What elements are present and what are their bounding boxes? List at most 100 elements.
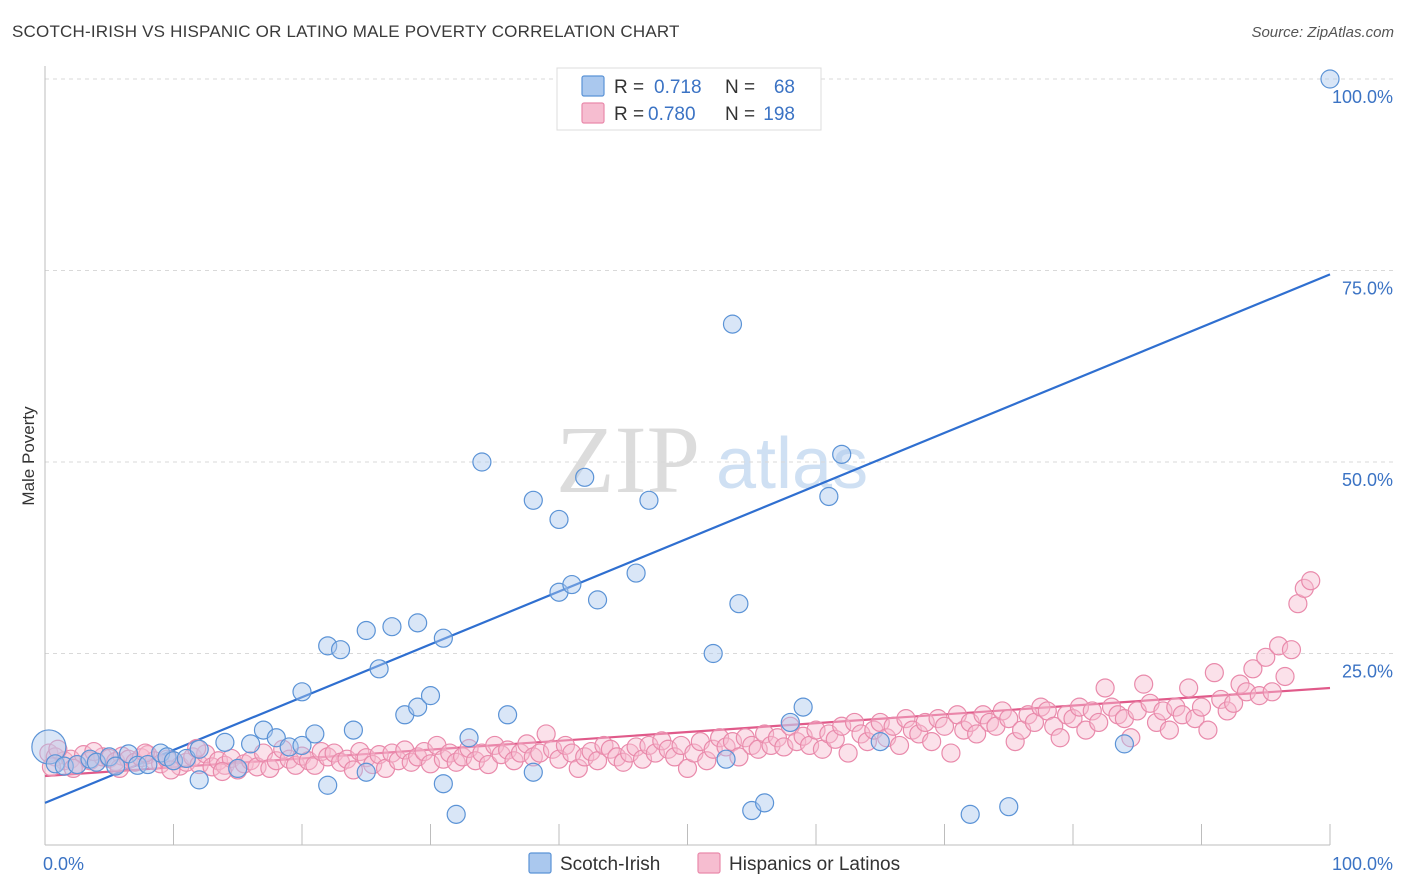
hispanic-point-83 bbox=[575, 747, 595, 767]
scotch-irish-point-67 bbox=[446, 804, 466, 824]
y-tick-label-2: 75.0% bbox=[1342, 279, 1393, 299]
scotch-irish-point-61 bbox=[870, 731, 890, 752]
scotch-irish-point-38 bbox=[626, 563, 646, 583]
hispanic-point-192 bbox=[1275, 666, 1295, 687]
hispanic-point-170 bbox=[1134, 674, 1154, 694]
scotch-irish-point-45 bbox=[793, 697, 813, 717]
hispanic-point-193 bbox=[1281, 640, 1302, 660]
scotch-irish-point-40 bbox=[716, 749, 736, 769]
scotch-irish-point-26 bbox=[356, 762, 376, 782]
hispanic-point-88 bbox=[607, 747, 627, 767]
scotch-irish-point-48 bbox=[330, 640, 351, 660]
hispanic-point-180 bbox=[1198, 720, 1218, 740]
hispanic-point-185 bbox=[1230, 674, 1250, 694]
scotch-irish-point-22 bbox=[292, 735, 312, 756]
hispanic-point-149 bbox=[999, 709, 1019, 729]
chart-title: SCOTCH-IRISH VS HISPANIC OR LATINO MALE … bbox=[12, 22, 680, 41]
scotch-irish-point-18 bbox=[241, 734, 261, 754]
hispanic-point-165 bbox=[1101, 697, 1122, 717]
hispanic-point-126 bbox=[851, 724, 871, 744]
scotch-irish-point-55 bbox=[549, 509, 569, 530]
hispanic-point-190 bbox=[1262, 682, 1282, 702]
hispanic-point-150 bbox=[1005, 731, 1025, 752]
hispanic-point-132 bbox=[889, 735, 910, 756]
scotch-irish-point-3 bbox=[67, 754, 87, 775]
hispanic-point-177 bbox=[1179, 678, 1199, 698]
hispanic-point-191 bbox=[1268, 636, 1289, 656]
scotch-irish-point-31 bbox=[433, 774, 453, 794]
hispanic-point-174 bbox=[1159, 720, 1179, 740]
legend-n-value-2: 198 bbox=[763, 104, 795, 125]
scotch-irish-point-37 bbox=[587, 590, 608, 610]
hispanic-point-59 bbox=[420, 754, 441, 774]
axes bbox=[44, 66, 1331, 846]
hispanic-point-189 bbox=[1256, 647, 1276, 667]
hispanic-point-142 bbox=[954, 720, 974, 740]
scotch-irish-point-53 bbox=[472, 452, 492, 472]
hispanic-point-66 bbox=[465, 751, 486, 771]
hispanic-point-198 bbox=[48, 739, 68, 759]
scotch-irish-point-43 bbox=[754, 793, 775, 813]
hispanic-point-183 bbox=[1217, 701, 1237, 721]
scotch-irish-point-29 bbox=[408, 697, 428, 717]
scotch-irish-point-47 bbox=[318, 636, 338, 656]
hispanic-point-50 bbox=[363, 754, 383, 775]
hispanic-point-157 bbox=[1050, 728, 1070, 748]
hispanic-point-202 bbox=[135, 743, 155, 763]
hispanic-point-138 bbox=[928, 709, 948, 729]
scotch-irish-point-62 bbox=[960, 804, 980, 824]
hispanic-point-163 bbox=[1089, 712, 1109, 733]
hispanic-point-148 bbox=[992, 701, 1012, 721]
series-legend-label-blue: Scotch-Irish bbox=[560, 854, 660, 875]
trendlines bbox=[44, 273, 1331, 804]
hispanic-point-139 bbox=[934, 716, 955, 736]
x-tick-label-max: 100.0% bbox=[1332, 854, 1393, 874]
scotch-irish-point-23 bbox=[305, 724, 325, 744]
hispanic-point-78 bbox=[542, 739, 563, 759]
scotch-irish-point-65 bbox=[1320, 69, 1340, 89]
hispanic-point-173 bbox=[1153, 701, 1173, 721]
scotch-irish-point-10 bbox=[138, 754, 158, 775]
y-tick-label-3: 100.0% bbox=[1332, 87, 1393, 107]
scotch-irish-point-24 bbox=[318, 775, 338, 795]
hispanic-point-82 bbox=[568, 758, 588, 779]
hispanic-point-196 bbox=[1301, 571, 1321, 591]
scotch-irish-point-50 bbox=[382, 617, 402, 637]
hispanic-point-160 bbox=[1069, 697, 1090, 717]
hispanic-point-65 bbox=[459, 738, 479, 759]
hispanic-point-96 bbox=[658, 739, 678, 759]
scotch-irish-point-5 bbox=[86, 752, 107, 772]
y-axis-label: Male Poverty bbox=[19, 406, 38, 506]
hispanic-point-94 bbox=[645, 743, 665, 763]
scotch-irish-point-30 bbox=[420, 686, 441, 706]
hispanic-point-133 bbox=[896, 709, 916, 729]
hispanic-point-124 bbox=[838, 743, 858, 763]
scotch-irish-point-52 bbox=[433, 628, 453, 648]
hispanic-point-136 bbox=[915, 712, 935, 733]
series-legend-label-pink: Hispanics or Latinos bbox=[729, 854, 900, 875]
source-label: Source: ZipAtlas.com bbox=[1251, 24, 1394, 41]
scotch-irish-point-60 bbox=[832, 444, 852, 464]
hispanic-point-72 bbox=[504, 751, 524, 771]
hispanic-point-205 bbox=[212, 761, 232, 782]
scotch-irish-point-16 bbox=[215, 732, 235, 752]
watermark-zip: ZIP bbox=[556, 406, 700, 513]
hispanic-point-188 bbox=[1249, 686, 1269, 706]
series-legend: Scotch-Irish Hispanics or Latinos bbox=[528, 852, 900, 875]
legend-n-label-1: N = bbox=[725, 77, 755, 98]
hispanic-point-159 bbox=[1063, 709, 1083, 729]
hispanic-point-140 bbox=[941, 743, 961, 763]
gridlines bbox=[45, 78, 1395, 654]
hispanic-point-76 bbox=[530, 743, 550, 763]
scotch-irish-trendline bbox=[44, 273, 1331, 804]
scotch-irish-point-66 bbox=[189, 770, 209, 790]
hispanic-point-176 bbox=[1172, 705, 1192, 725]
scotch-irish-point-56 bbox=[575, 467, 595, 487]
series-legend-swatch-pink bbox=[697, 852, 721, 874]
hispanic-point-108 bbox=[735, 728, 755, 748]
scotch-irish-point-46 bbox=[292, 682, 312, 702]
hispanic-point-123 bbox=[832, 716, 852, 736]
legend-r-label-2: R = bbox=[614, 104, 644, 125]
hispanic-point-156 bbox=[1044, 716, 1064, 736]
